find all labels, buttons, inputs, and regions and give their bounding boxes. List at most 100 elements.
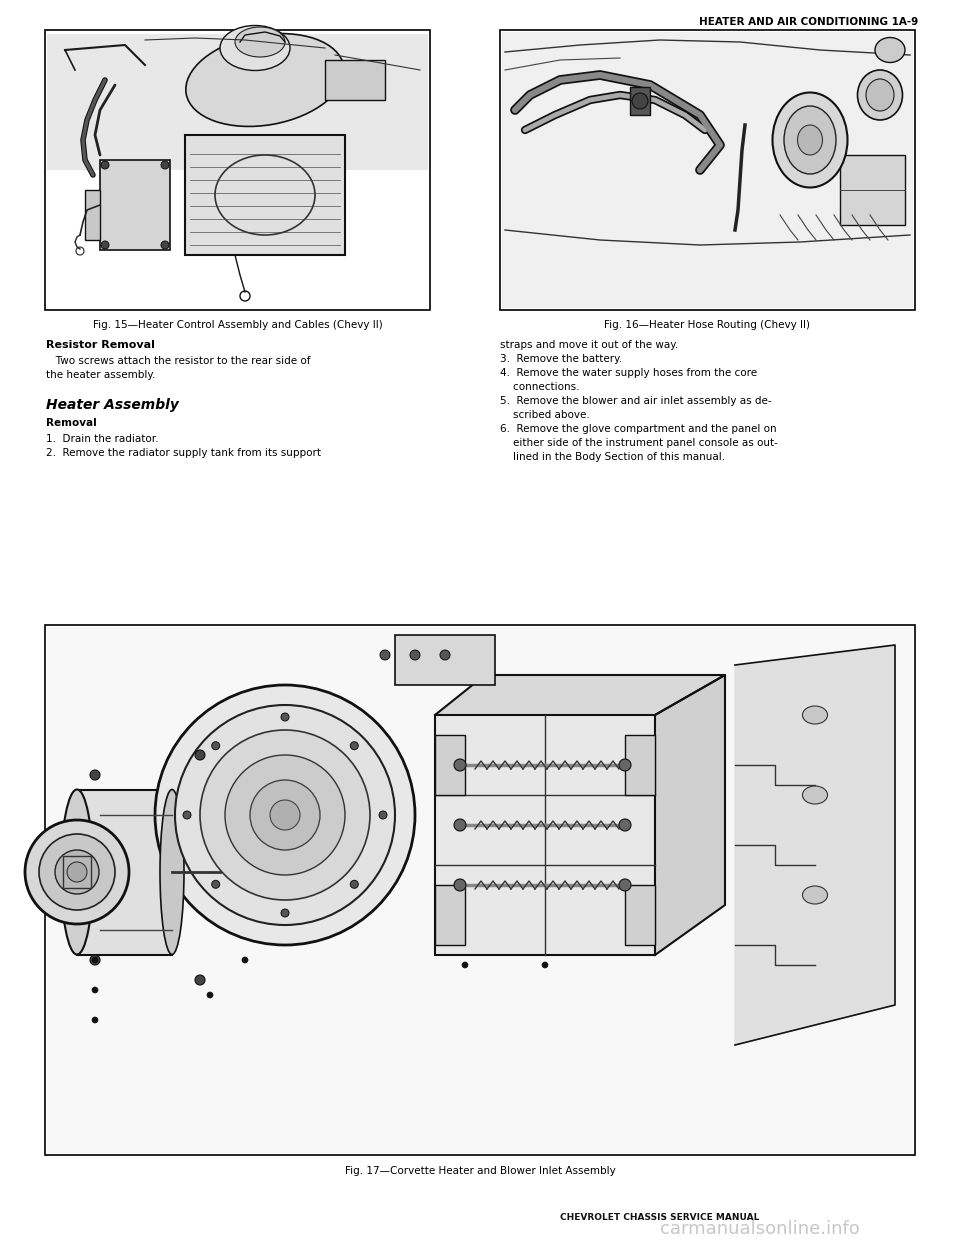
Bar (625, 885, 655, 945)
Bar (630, 87, 650, 115)
Text: 2.  Remove the radiator supply tank from its support: 2. Remove the radiator supply tank from … (46, 449, 321, 457)
Text: 5.  Remove the blower and air inlet assembly as de-: 5. Remove the blower and air inlet assem… (500, 396, 772, 406)
Ellipse shape (798, 125, 823, 155)
Circle shape (454, 759, 466, 771)
Circle shape (454, 819, 466, 832)
Circle shape (92, 1017, 98, 1023)
Text: 1.  Drain the radiator.: 1. Drain the radiator. (46, 433, 158, 444)
Circle shape (281, 713, 289, 721)
Circle shape (632, 93, 648, 110)
Ellipse shape (773, 92, 848, 188)
Circle shape (462, 961, 468, 968)
Ellipse shape (857, 71, 902, 120)
Bar (435, 735, 465, 795)
Text: 6.  Remove the glove compartment and the panel on: 6. Remove the glove compartment and the … (500, 425, 777, 433)
Circle shape (250, 780, 320, 850)
Polygon shape (435, 675, 725, 714)
Polygon shape (655, 675, 725, 955)
Text: Fig. 17—Corvette Heater and Blower Inlet Assembly: Fig. 17—Corvette Heater and Blower Inlet… (345, 1166, 615, 1176)
Circle shape (379, 811, 387, 819)
Text: 3.  Remove the battery.: 3. Remove the battery. (500, 354, 622, 364)
Circle shape (200, 730, 370, 900)
Circle shape (212, 742, 220, 750)
Circle shape (161, 241, 169, 249)
Bar (435, 885, 465, 945)
Bar (45, 625, 915, 1155)
Ellipse shape (866, 79, 894, 111)
Bar (185, 135, 345, 255)
Text: CHEVROLET CHASSIS SERVICE MANUAL: CHEVROLET CHASSIS SERVICE MANUAL (561, 1213, 759, 1222)
Circle shape (619, 759, 631, 771)
Text: Two screws attach the resistor to the rear side of: Two screws attach the resistor to the re… (46, 357, 310, 365)
Text: Heater Assembly: Heater Assembly (46, 398, 179, 412)
Text: HEATER AND AIR CONDITIONING 1A-9: HEATER AND AIR CONDITIONING 1A-9 (699, 16, 918, 26)
Circle shape (350, 881, 358, 888)
Bar (47, 34, 428, 170)
Circle shape (207, 992, 213, 998)
Circle shape (39, 834, 115, 910)
Ellipse shape (186, 34, 345, 126)
Circle shape (454, 879, 466, 891)
Circle shape (101, 161, 109, 169)
Bar (45, 30, 430, 310)
Ellipse shape (803, 886, 828, 903)
Circle shape (195, 975, 205, 985)
Circle shape (175, 706, 395, 925)
Ellipse shape (803, 786, 828, 804)
Polygon shape (735, 645, 895, 1045)
Circle shape (350, 742, 358, 750)
Circle shape (67, 862, 87, 882)
Bar (77, 790, 172, 955)
Bar (625, 735, 655, 795)
Text: scribed above.: scribed above. (500, 410, 589, 420)
Circle shape (92, 958, 98, 963)
Ellipse shape (235, 26, 285, 57)
Circle shape (92, 987, 98, 993)
Bar (63, 856, 91, 888)
Text: connections.: connections. (500, 382, 580, 392)
Bar (502, 32, 913, 307)
Circle shape (90, 955, 100, 965)
Circle shape (410, 650, 420, 660)
Circle shape (90, 770, 100, 780)
Text: straps and move it out of the way.: straps and move it out of the way. (500, 340, 679, 350)
Circle shape (440, 650, 450, 660)
Bar (840, 155, 905, 226)
Bar (325, 60, 385, 100)
Circle shape (212, 881, 220, 888)
Text: Removal: Removal (46, 418, 97, 428)
Circle shape (101, 241, 109, 249)
Circle shape (155, 685, 415, 945)
Circle shape (281, 908, 289, 917)
Bar (395, 635, 495, 685)
Ellipse shape (61, 790, 93, 955)
Text: Resistor Removal: Resistor Removal (46, 340, 155, 350)
Circle shape (380, 650, 390, 660)
Circle shape (270, 800, 300, 830)
Circle shape (161, 161, 169, 169)
Circle shape (55, 850, 99, 895)
Text: Fig. 16—Heater Hose Routing (Chevy II): Fig. 16—Heater Hose Routing (Chevy II) (605, 320, 810, 330)
Bar (100, 160, 170, 249)
Text: carmanualsonline.info: carmanualsonline.info (660, 1220, 860, 1239)
Circle shape (619, 879, 631, 891)
Ellipse shape (160, 790, 184, 955)
Bar (500, 30, 915, 310)
Circle shape (183, 811, 191, 819)
Text: the heater assembly.: the heater assembly. (46, 370, 156, 381)
Bar (47, 627, 913, 1153)
Circle shape (619, 819, 631, 832)
Ellipse shape (220, 25, 290, 71)
Circle shape (195, 750, 205, 760)
Ellipse shape (784, 106, 836, 174)
Circle shape (225, 755, 345, 874)
Bar (435, 714, 655, 955)
Text: either side of the instrument panel console as out-: either side of the instrument panel cons… (500, 438, 778, 449)
Text: lined in the Body Section of this manual.: lined in the Body Section of this manual… (500, 452, 725, 462)
Circle shape (242, 958, 248, 963)
Ellipse shape (875, 38, 905, 63)
Text: 4.  Remove the water supply hoses from the core: 4. Remove the water supply hoses from th… (500, 368, 757, 378)
Circle shape (25, 820, 129, 924)
Ellipse shape (803, 706, 828, 724)
Circle shape (542, 961, 548, 968)
